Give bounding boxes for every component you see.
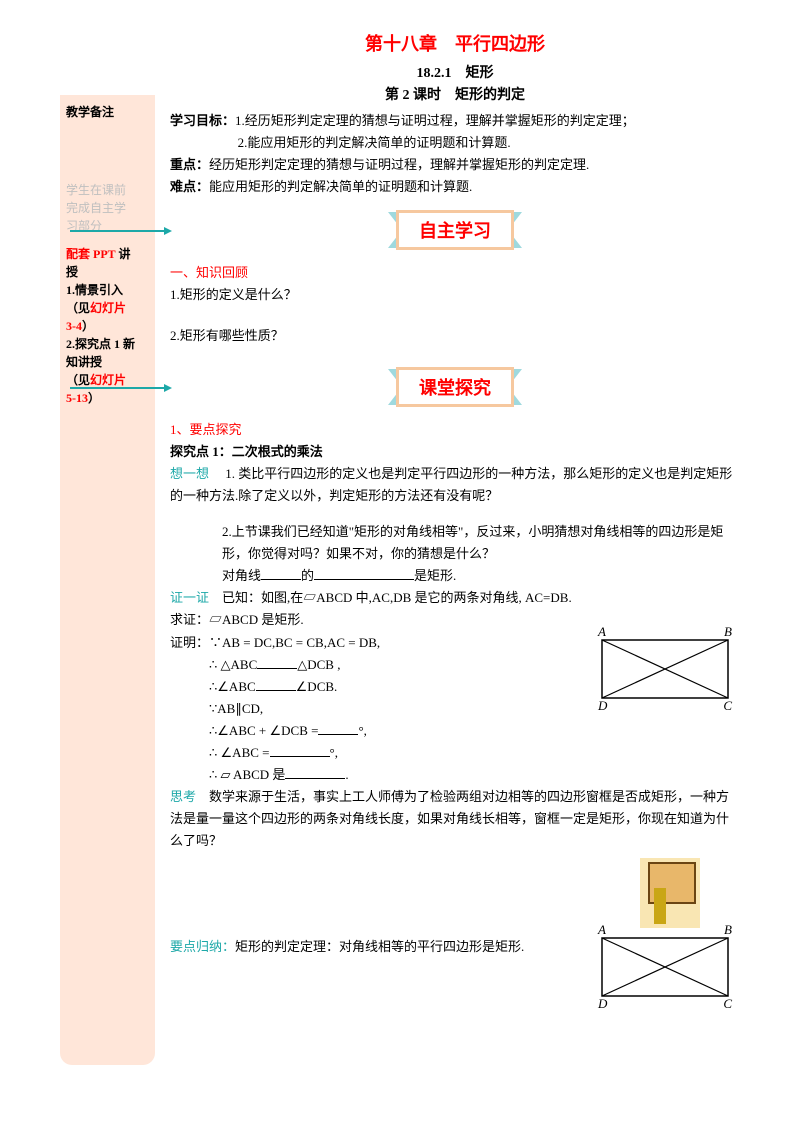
explore-sub: 探究点 1：二次根式的乘法 bbox=[170, 441, 740, 463]
review-heading: 一、知识回顾 bbox=[170, 262, 740, 284]
teaching-notes-sidebar: 教学备注 学生在课前 完成自主学 习部分 配套 PPT 讲 授 1.情景引入 （… bbox=[60, 95, 155, 1065]
sidebar-title: 教学备注 bbox=[66, 103, 149, 121]
sidebar-pre: 学生在课前 完成自主学 习部分 bbox=[66, 181, 149, 235]
lesson-title: 第 2 课时 矩形的判定 bbox=[170, 84, 740, 104]
arrow-icon bbox=[70, 230, 170, 232]
blank-input[interactable] bbox=[261, 579, 301, 580]
prove-label: 证一证 bbox=[170, 590, 209, 605]
summary-label: 要点归纳： bbox=[170, 939, 235, 954]
rectangle-diagram: A B C D bbox=[600, 936, 730, 998]
think-q-label: 思考 bbox=[170, 789, 196, 804]
blank-input[interactable] bbox=[285, 778, 345, 779]
banner-self-study: 自主学习 bbox=[170, 210, 740, 250]
blank-input[interactable] bbox=[257, 668, 297, 669]
blank-input[interactable] bbox=[318, 734, 358, 735]
banner-classroom: 课堂探究 bbox=[170, 367, 740, 407]
blank-input[interactable] bbox=[256, 690, 296, 691]
blank-input[interactable] bbox=[314, 579, 414, 580]
main-content: 第十八章 平行四边形 18.2.1 矩形 第 2 课时 矩形的判定 学习目标：1… bbox=[170, 30, 740, 998]
rectangle-diagram: A B C D bbox=[600, 638, 730, 700]
goals: 学习目标：1.经历矩形判定定理的猜想与证明过程，理解并掌握矩形的判定定理； bbox=[170, 110, 740, 132]
blank-input[interactable] bbox=[270, 756, 330, 757]
chapter-title: 第十八章 平行四边形 bbox=[170, 30, 740, 56]
sidebar-ppt: 配套 PPT 讲 bbox=[66, 245, 149, 263]
explore-heading: 1、要点探究 bbox=[170, 419, 740, 441]
arrow-icon bbox=[70, 387, 170, 389]
think-label: 想一想 bbox=[170, 466, 209, 481]
worker-illustration bbox=[640, 858, 700, 928]
section-title: 18.2.1 矩形 bbox=[170, 62, 740, 82]
